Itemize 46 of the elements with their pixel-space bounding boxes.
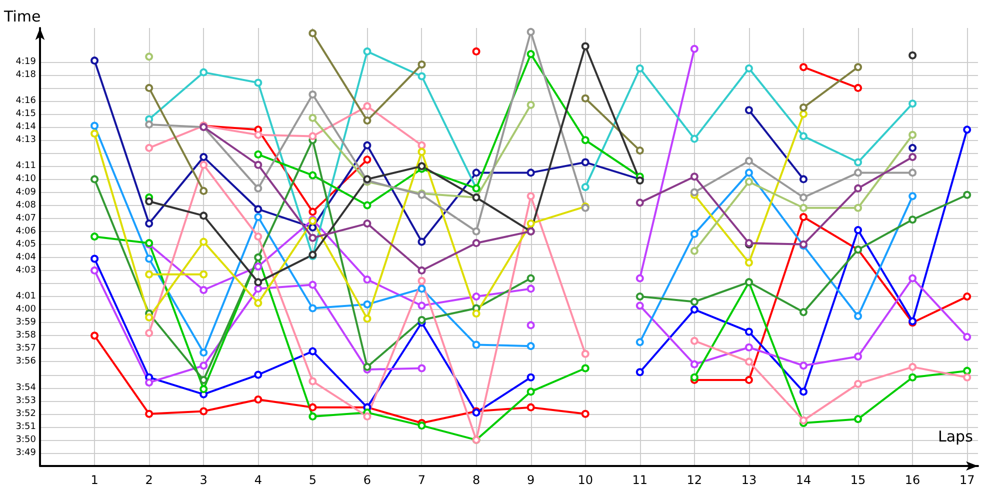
x-tick-label: 8 <box>472 473 480 487</box>
y-tick-label: 3:51 <box>16 422 36 432</box>
y-tick-label: 4:00 <box>16 304 36 315</box>
y-tick-label: 3:53 <box>16 396 36 406</box>
y-tick-label: 4:03 <box>16 265 36 276</box>
x-tick-label: 5 <box>308 473 316 487</box>
x-tick-label: 10 <box>578 473 593 487</box>
y-tick-label: 4:16 <box>16 96 36 106</box>
x-tick-label: 6 <box>363 473 372 487</box>
y-tick-label: 4:19 <box>16 56 36 67</box>
y-tick-label: 4:14 <box>16 122 36 132</box>
y-tick-label: 4:10 <box>16 174 36 184</box>
y-tick-label: 4:18 <box>16 70 36 80</box>
y-tick-label: 3:57 <box>16 344 36 354</box>
y-tick-label: 3:54 <box>16 382 36 393</box>
y-tick-label: 4:05 <box>16 239 36 250</box>
x-tick-label: 3 <box>200 473 208 487</box>
y-tick-label: 3:52 <box>16 408 36 419</box>
x-tick-label: 2 <box>145 473 153 487</box>
y-tick-label: 4:09 <box>16 187 36 198</box>
x-tick-label: 9 <box>526 473 535 487</box>
y-tick-label: 4:04 <box>16 252 36 262</box>
y-tick-label: 3:56 <box>16 356 36 367</box>
x-tick-label: 11 <box>632 473 648 487</box>
x-axis-title: Laps <box>938 428 974 446</box>
x-tick-label: 15 <box>850 473 866 487</box>
y-tick-label: 4:06 <box>16 226 36 236</box>
x-tick-label: 14 <box>796 473 812 487</box>
y-tick-label: 3:49 <box>16 448 36 458</box>
y-tick-label: 4:07 <box>16 213 36 224</box>
x-tick-label: 1 <box>90 473 98 487</box>
y-tick-label: 3:58 <box>16 330 36 341</box>
y-axis-title: Time <box>3 8 41 26</box>
x-tick-label: 7 <box>418 473 426 487</box>
y-tick-label: 4:13 <box>16 135 36 146</box>
y-tick-label: 4:01 <box>16 292 36 302</box>
x-tick-label: 16 <box>904 473 920 487</box>
y-tick-label: 4:08 <box>16 200 36 210</box>
x-tick-label: 12 <box>686 473 702 487</box>
x-tick-label: 13 <box>741 473 757 487</box>
x-tick-label: 4 <box>254 473 262 487</box>
y-tick-label: 4:15 <box>16 109 36 120</box>
y-tick-label: 3:50 <box>16 434 36 445</box>
y-tick-label: 4:11 <box>16 161 36 172</box>
y-tick-label: 3:59 <box>16 318 36 328</box>
x-tick-label: 17 <box>959 473 975 487</box>
